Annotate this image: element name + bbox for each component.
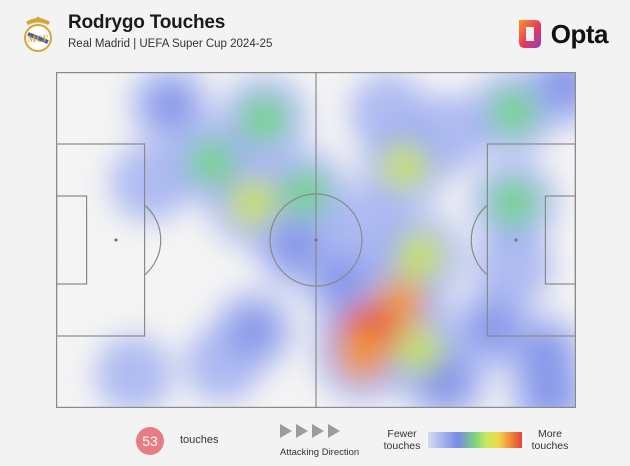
heat-halo-27 <box>329 187 407 266</box>
left-penalty-spot <box>114 238 118 242</box>
heat-point-19 <box>473 307 513 348</box>
left-penalty-arc <box>144 204 162 276</box>
center-circle <box>269 193 363 287</box>
heat-point-26 <box>323 261 361 300</box>
pitch-heatmap <box>56 72 576 408</box>
heat-point-2 <box>189 140 235 186</box>
heat-point-7 <box>380 142 429 190</box>
heat-point-6 <box>275 227 315 267</box>
arrow-right-icon <box>312 424 324 438</box>
heat-point-10 <box>491 89 537 135</box>
right-penalty-spot <box>514 238 518 242</box>
heat-halo-8 <box>349 72 429 152</box>
attacking-direction-label: Attacking Direction <box>280 447 360 458</box>
heat-point-21 <box>530 374 570 408</box>
heat-point-11 <box>545 72 576 106</box>
scale-high-label: More touches <box>531 428 569 452</box>
heat-halo-9 <box>412 93 491 172</box>
pitch-svg <box>56 72 576 408</box>
heat-layer <box>95 72 576 408</box>
touch-label: touches <box>180 434 219 446</box>
heat-hotspot-16 <box>351 343 374 366</box>
heat-point-4 <box>229 178 279 228</box>
heat-scale-legend <box>428 432 522 448</box>
heat-point-17 <box>396 326 444 375</box>
opta-logo: Opta <box>515 16 609 52</box>
page-subtitle: Real Madrid | UEFA Super Cup 2024-25 <box>68 38 273 50</box>
opta-logo-icon <box>518 20 541 48</box>
left-goal <box>56 219 58 261</box>
arrow-right-icon <box>296 424 308 438</box>
heat-point-1 <box>240 95 288 143</box>
heat-point-20 <box>525 335 564 374</box>
scale-low-label: Fewer touches <box>383 428 421 452</box>
heat-point-22 <box>234 311 273 350</box>
real-madrid-crest-icon: MCF <box>24 16 52 52</box>
heat-halo-24 <box>95 335 173 408</box>
heat-point-12 <box>490 179 537 227</box>
heat-point-0 <box>151 86 190 125</box>
heat-point-5 <box>283 170 329 216</box>
heat-halo-3 <box>110 143 189 223</box>
heat-halo-25 <box>474 227 553 307</box>
svg-text:MCF: MCF <box>28 34 49 44</box>
arrow-right-icon <box>280 424 292 438</box>
heat-point-13 <box>395 232 445 282</box>
center-spot <box>314 238 318 242</box>
heat-hotspot-14 <box>391 295 408 312</box>
page-title: Rodrygo Touches <box>68 12 226 33</box>
heat-point-18 <box>425 360 467 402</box>
touch-count-badge: 53 <box>136 427 164 455</box>
opta-brand-text: Opta <box>550 18 609 49</box>
arrow-right-icon <box>328 424 340 438</box>
attacking-direction-arrows <box>280 424 340 438</box>
right-penalty-arc <box>470 204 488 276</box>
right-six-yard-box <box>544 195 576 285</box>
